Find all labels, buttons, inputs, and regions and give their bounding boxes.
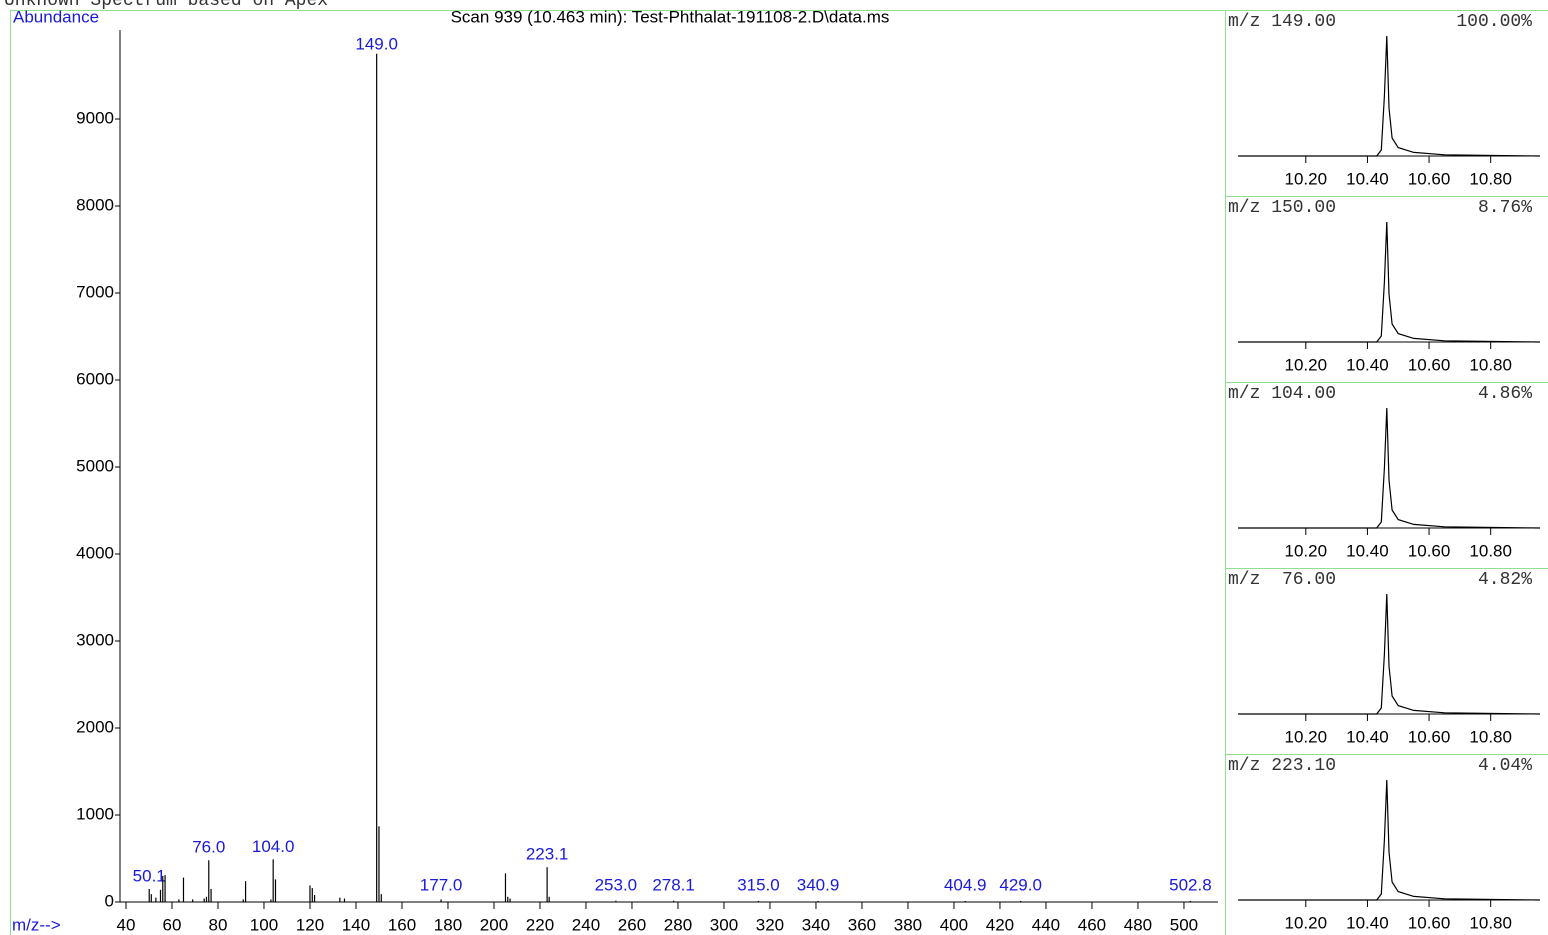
x-tick-label: 260 xyxy=(618,915,646,934)
panel-title: m/z 149.00 xyxy=(1228,12,1336,32)
peak-label: 340.9 xyxy=(797,875,840,894)
x-tick-label: 10.80 xyxy=(1469,727,1512,746)
peak-label: 502.8 xyxy=(1169,875,1212,894)
x-tick-label: 160 xyxy=(388,915,416,934)
x-tick-label: 10.60 xyxy=(1408,727,1451,746)
x-tick-label: 10.60 xyxy=(1408,541,1451,560)
peak-label: 149.0 xyxy=(355,34,398,53)
ion-trace xyxy=(1238,779,1541,901)
peak-label: 278.1 xyxy=(652,875,695,894)
x-tick-label: 340 xyxy=(802,915,830,934)
peak-label: 76.0 xyxy=(192,838,225,857)
x-tick-label: 10.20 xyxy=(1285,913,1328,932)
peak-label: 253.0 xyxy=(595,875,638,894)
x-tick-label: 180 xyxy=(434,915,462,934)
x-tick-label: 440 xyxy=(1032,915,1060,934)
x-tick-label: 60 xyxy=(163,915,182,934)
x-tick-label: 360 xyxy=(848,915,876,934)
peak-label: 177.0 xyxy=(420,875,463,894)
peak-label: 104.0 xyxy=(252,837,295,856)
x-tick-label: 300 xyxy=(710,915,738,934)
x-tick-label: 140 xyxy=(342,915,370,934)
peak-label: 50.1 xyxy=(133,866,166,885)
x-tick-label: 200 xyxy=(480,915,508,934)
x-tick-label: 240 xyxy=(572,915,600,934)
x-tick-label: 80 xyxy=(209,915,228,934)
x-tick-label: 10.80 xyxy=(1469,355,1512,374)
peak-label: 315.0 xyxy=(737,875,780,894)
x-tick-label: 40 xyxy=(117,915,136,934)
peak-label: 429.0 xyxy=(999,875,1042,894)
x-tick-label: 420 xyxy=(986,915,1014,934)
x-tick-label: 10.80 xyxy=(1469,913,1512,932)
x-tick-label: 480 xyxy=(1124,915,1152,934)
x-tick-label: 10.60 xyxy=(1408,355,1451,374)
x-tick-label: 120 xyxy=(296,915,324,934)
spectrum-frame xyxy=(10,10,1226,935)
x-axis-label: m/z--> xyxy=(12,915,61,934)
x-tick-label: 100 xyxy=(250,915,278,934)
x-tick-label: 320 xyxy=(756,915,784,934)
panel-title: m/z 76.00 xyxy=(1228,570,1336,590)
x-tick-label: 10.40 xyxy=(1346,727,1389,746)
x-tick-label: 380 xyxy=(894,915,922,934)
peak-label: 404.9 xyxy=(944,875,987,894)
x-tick-label: 10.40 xyxy=(1346,913,1389,932)
panel-percent: 8.76% xyxy=(1478,198,1532,218)
y-tick-label: 3000 xyxy=(76,630,114,649)
y-tick-label: 0 xyxy=(105,891,114,910)
x-tick-label: 10.40 xyxy=(1346,541,1389,560)
x-tick-label: 10.60 xyxy=(1408,913,1451,932)
peak-label: 223.1 xyxy=(526,845,569,864)
panel-title: m/z 223.10 xyxy=(1228,756,1336,776)
ion-trace xyxy=(1238,407,1541,529)
x-tick-label: 10.40 xyxy=(1346,169,1389,188)
y-tick-label: 7000 xyxy=(76,282,114,301)
y-tick-label: 2000 xyxy=(76,717,114,736)
ion-trace xyxy=(1238,221,1541,343)
x-tick-label: 400 xyxy=(940,915,968,934)
x-tick-label: 500 xyxy=(1170,915,1198,934)
y-tick-label: 9000 xyxy=(76,108,114,127)
panel-percent: 100.00% xyxy=(1456,12,1532,32)
panel-title: m/z 150.00 xyxy=(1228,198,1336,218)
y-tick-label: 8000 xyxy=(76,195,114,214)
window-header: Unknown Spectrum based on Apex xyxy=(4,0,328,11)
y-tick-label: 1000 xyxy=(76,804,114,823)
ion-trace xyxy=(1238,35,1541,157)
y-tick-label: 4000 xyxy=(76,543,114,562)
x-tick-label: 10.40 xyxy=(1346,355,1389,374)
y-axis-label: Abundance xyxy=(13,7,99,26)
x-tick-label: 10.80 xyxy=(1469,541,1512,560)
panel-percent: 4.82% xyxy=(1478,570,1532,590)
x-tick-label: 10.60 xyxy=(1408,169,1451,188)
panel-frame xyxy=(1225,754,1548,935)
x-tick-label: 10.20 xyxy=(1285,541,1328,560)
x-tick-label: 460 xyxy=(1078,915,1106,934)
panel-title: m/z 104.00 xyxy=(1228,384,1336,404)
x-tick-label: 280 xyxy=(664,915,692,934)
x-tick-label: 10.20 xyxy=(1285,727,1328,746)
x-tick-label: 220 xyxy=(526,915,554,934)
x-tick-label: 10.20 xyxy=(1285,355,1328,374)
chart-title: Scan 939 (10.463 min): Test-Phthalat-191… xyxy=(451,7,890,26)
x-tick-label: 10.80 xyxy=(1469,169,1512,188)
y-tick-label: 5000 xyxy=(76,456,114,475)
panel-percent: 4.86% xyxy=(1478,384,1532,404)
panel-percent: 4.04% xyxy=(1478,756,1532,776)
y-tick-label: 6000 xyxy=(76,369,114,388)
x-tick-label: 10.20 xyxy=(1285,169,1328,188)
ion-trace xyxy=(1238,593,1541,715)
